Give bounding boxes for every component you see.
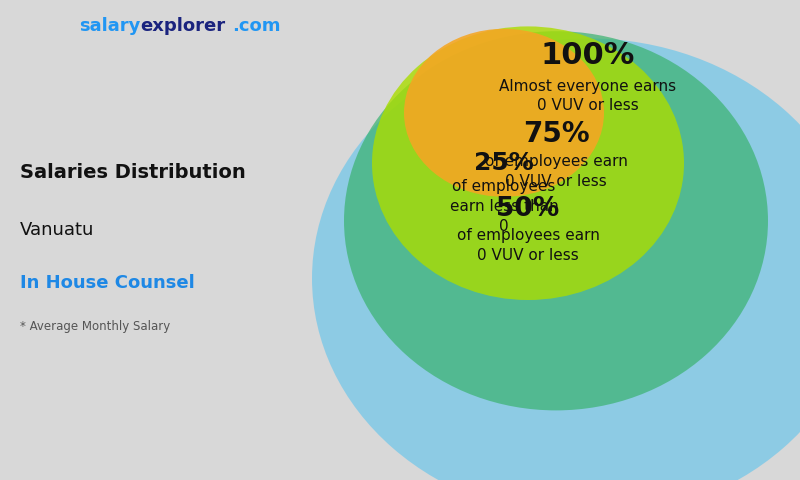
Text: Salaries Distribution: Salaries Distribution xyxy=(20,163,246,182)
Ellipse shape xyxy=(344,31,768,410)
Ellipse shape xyxy=(312,38,800,480)
Text: of employees
earn less than
0: of employees earn less than 0 xyxy=(450,179,558,234)
Text: 75%: 75% xyxy=(522,120,590,148)
Text: 100%: 100% xyxy=(541,41,635,70)
Text: Vanuatu: Vanuatu xyxy=(20,221,94,240)
Text: In House Counsel: In House Counsel xyxy=(20,274,194,292)
Text: of employees earn
0 VUV or less: of employees earn 0 VUV or less xyxy=(457,228,599,263)
Text: of employees earn
0 VUV or less: of employees earn 0 VUV or less xyxy=(485,154,627,189)
Text: .com: .com xyxy=(232,17,281,36)
Text: 25%: 25% xyxy=(474,151,534,175)
Text: 50%: 50% xyxy=(496,196,560,222)
Text: explorer: explorer xyxy=(140,17,225,36)
Text: * Average Monthly Salary: * Average Monthly Salary xyxy=(20,320,170,333)
Ellipse shape xyxy=(372,26,684,300)
Text: Almost everyone earns
0 VUV or less: Almost everyone earns 0 VUV or less xyxy=(499,79,677,113)
Text: salary: salary xyxy=(78,17,140,36)
Ellipse shape xyxy=(404,29,604,197)
